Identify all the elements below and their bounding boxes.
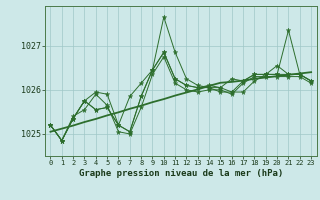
X-axis label: Graphe pression niveau de la mer (hPa): Graphe pression niveau de la mer (hPa) [79,169,283,178]
